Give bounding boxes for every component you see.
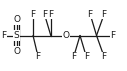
Text: F: F — [110, 31, 116, 40]
Text: O: O — [62, 31, 70, 40]
Text: F: F — [88, 10, 93, 19]
Text: F: F — [30, 10, 36, 19]
Text: F: F — [42, 10, 47, 19]
Text: O: O — [13, 47, 20, 56]
Text: F: F — [1, 31, 6, 40]
Text: S: S — [14, 31, 19, 40]
Text: F: F — [71, 52, 76, 61]
Text: O: O — [13, 15, 20, 24]
Text: F: F — [48, 10, 53, 19]
Text: F: F — [102, 52, 107, 61]
Text: F: F — [84, 52, 89, 61]
Text: F: F — [102, 10, 107, 19]
Text: F: F — [36, 52, 41, 61]
